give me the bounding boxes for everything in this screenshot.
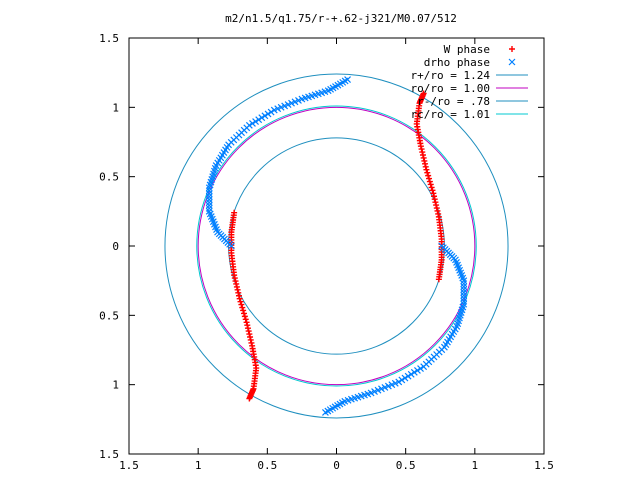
w-phase-marker — [429, 187, 436, 194]
w-phase-marker — [238, 301, 245, 308]
radius-circle — [164, 73, 509, 419]
w-phase-marker — [426, 175, 433, 182]
drho-phase-marker — [404, 372, 412, 380]
legend-label: r+/ro = 1.24 — [411, 69, 491, 82]
drho-phase-marker — [322, 408, 329, 416]
radius-circle — [197, 106, 476, 386]
legend-label: rc/ro = 1.01 — [411, 108, 490, 121]
y-tick-label: 0.5 — [99, 171, 119, 184]
drho-phase-marker — [460, 283, 468, 290]
drho-phase-marker — [267, 108, 275, 116]
drho-phase-marker — [264, 110, 272, 118]
drho-phase-marker — [205, 199, 213, 206]
drho-phase-marker — [460, 289, 468, 296]
drho-phase-marker — [205, 204, 213, 212]
y-tick-label: 1.5 — [99, 448, 119, 461]
w-phase-marker — [425, 172, 432, 179]
drho-phase-marker — [205, 196, 213, 203]
w-phase-marker — [428, 184, 435, 191]
w-phase-marker — [236, 295, 243, 302]
drho-phase-marker — [410, 368, 418, 376]
x-tick-label: 1 — [195, 459, 202, 472]
drho-phase-marker — [414, 367, 421, 374]
x-tick-label: 0.5 — [257, 459, 277, 472]
y-tick-label: 1 — [112, 101, 119, 114]
w-phase-marker — [246, 395, 253, 402]
drho-phase-marker — [258, 114, 266, 122]
drho-phase-marker — [252, 118, 259, 125]
drho-phase-marker — [245, 121, 253, 129]
drho-phase-marker — [460, 277, 468, 285]
radius-circle — [196, 105, 477, 387]
legend-label: r-/ro = .78 — [417, 95, 490, 108]
y-tick-label: 1 — [112, 379, 119, 392]
x-tick-label: 1 — [472, 459, 479, 472]
drho-phase-marker — [205, 207, 213, 215]
radius-circle — [228, 137, 445, 355]
chart-title: m2/n1.5/q1.75/r-+.62-j321/M0.07/512 — [225, 12, 457, 25]
x-tick-label: 0 — [333, 459, 340, 472]
legend-label: ro/ro = 1.00 — [411, 82, 490, 95]
drho-phase-marker — [249, 120, 256, 127]
drho-phase-marker — [205, 202, 213, 209]
drho-phase-marker — [417, 365, 424, 372]
w-phase-marker — [241, 313, 248, 320]
y-tick-label: 0 — [112, 240, 119, 253]
w-phase-marker — [242, 316, 249, 323]
legend-label: drho phase — [424, 56, 490, 69]
w-phase-marker — [430, 190, 437, 197]
drho-phase-marker — [407, 370, 415, 378]
drho-phase-marker — [420, 363, 428, 371]
legend-marker-plus — [509, 46, 515, 52]
w-phase-marker — [240, 310, 247, 317]
drho-phase-marker — [255, 116, 263, 124]
legend-marker-cross — [508, 58, 516, 66]
drho-phase-marker — [460, 291, 468, 299]
drho-phase-marker — [205, 190, 213, 198]
w-phase-marker — [426, 178, 433, 185]
drho-phase-marker — [344, 76, 351, 84]
w-phase-marker — [420, 90, 427, 97]
drho-phase-marker — [401, 374, 409, 382]
drho-phase-marker — [205, 193, 213, 201]
w-phase-marker — [239, 304, 246, 311]
drho-phase-marker — [398, 376, 406, 384]
w-phase-marker — [240, 307, 247, 314]
w-phase-marker — [424, 169, 431, 176]
w-phase-marker — [237, 298, 244, 305]
x-tick-label: 1.5 — [119, 459, 139, 472]
w-phase-marker — [427, 181, 434, 188]
drho-phase-marker — [460, 286, 468, 293]
x-tick-label: 1.5 — [534, 459, 554, 472]
drho-phase-marker — [205, 187, 213, 195]
drho-phase-marker — [460, 294, 468, 302]
drho-phase-marker — [261, 112, 269, 120]
x-tick-label: 0.5 — [396, 459, 416, 472]
y-tick-label: 1.5 — [99, 32, 119, 45]
drho-phase-marker — [460, 280, 468, 288]
legend-label: W phase — [444, 43, 490, 56]
y-tick-label: 0.5 — [99, 309, 119, 322]
drho-phase-marker — [460, 297, 468, 305]
